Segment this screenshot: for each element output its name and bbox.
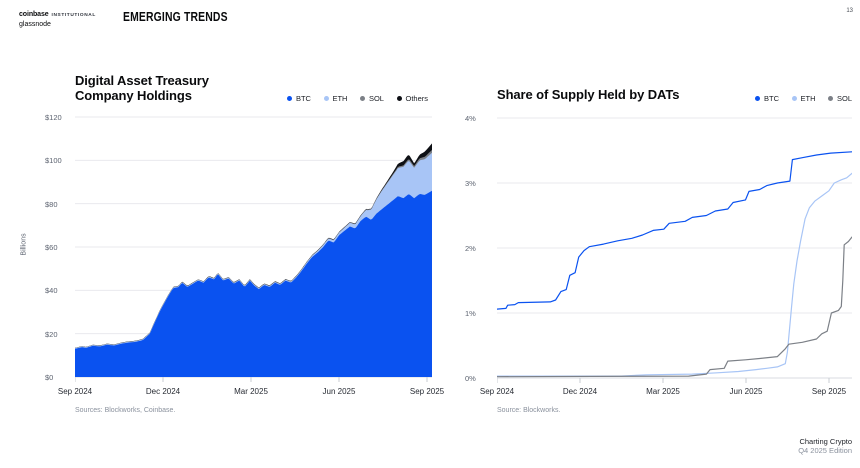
legend-item-btc: BTC <box>755 94 779 103</box>
y-tick-label: $20 <box>45 329 58 339</box>
area-btc <box>75 190 432 377</box>
x-tick-label: Dec 2024 <box>562 387 598 396</box>
supply-share-line-chart <box>496 110 853 387</box>
sol-legend-label: SOL <box>836 94 852 103</box>
legend-item-sol: SOL <box>828 94 852 103</box>
x-tick-label: Sep 2025 <box>811 387 847 396</box>
x-tick-label: Sep 2025 <box>409 387 445 396</box>
left-chart-title-line1: Digital Asset Treasury <box>75 73 209 88</box>
institutional-label: INSTITUTIONAL <box>51 13 96 18</box>
line-sol <box>496 236 853 378</box>
others-legend-label: Others <box>405 94 428 103</box>
stacked-area-plot <box>74 116 432 382</box>
eth-legend-dot <box>323 96 329 101</box>
footer: Charting Crypto Q4 2025 Edition <box>798 437 852 455</box>
btc-legend-dot <box>755 96 761 101</box>
y-tick-label: 4% <box>465 114 476 123</box>
right-chart-source: Source: Blockworks. <box>497 407 561 414</box>
y-tick-label: $40 <box>45 286 58 296</box>
right-chart-title: Share of Supply Held by DATs <box>497 87 680 102</box>
left-chart-sources: Sources: Blockworks, Coinbase. <box>75 407 176 414</box>
legend-item-others: Others <box>396 94 428 103</box>
right-chart-legend: BTC ETH SOL <box>755 94 852 103</box>
footer-line2: Q4 2025 Edition <box>798 446 852 455</box>
x-tick-label: Mar 2025 <box>234 387 268 396</box>
y-tick-label: $0 <box>45 373 54 382</box>
x-tick-label: Jun 2025 <box>729 387 763 396</box>
legend-item-eth: ETH <box>323 94 348 103</box>
y-tick-label: $120 <box>45 113 62 122</box>
coinbase-wordmark: coinbase <box>19 11 49 18</box>
sol-legend-dot <box>360 96 366 101</box>
y-tick-label: 3% <box>465 179 476 188</box>
brand-lockup: coinbase INSTITUTIONAL glassnode <box>19 11 96 28</box>
btc-legend-label: BTC <box>295 94 311 103</box>
left-chart-title: Digital Asset Treasury Company Holdings <box>75 73 209 103</box>
eth-legend-label: ETH <box>800 94 816 103</box>
legend-item-eth: ETH <box>791 94 816 103</box>
sol-legend-label: SOL <box>368 94 384 103</box>
y-tick-label: $100 <box>45 156 62 166</box>
sol-legend-dot <box>828 96 834 101</box>
left-chart-legend: BTC ETH SOL Others <box>287 94 428 103</box>
others-legend-dot <box>396 96 402 101</box>
eth-legend-label: ETH <box>332 94 348 103</box>
glassnode-wordmark: glassnode <box>19 20 51 28</box>
btc-legend-label: BTC <box>763 94 779 103</box>
line-btc <box>496 151 853 310</box>
section-title: EMERGING TRENDS <box>123 9 228 24</box>
x-tick-label: Mar 2025 <box>646 387 680 396</box>
y-tick-label: $80 <box>45 199 58 209</box>
line-plot <box>496 117 853 383</box>
left-chart-title-line2: Company Holdings <box>75 88 192 103</box>
x-tick-label: Sep 2024 <box>479 387 515 396</box>
left-chart-y-axis-title: Billions <box>20 233 28 256</box>
legend-item-sol: SOL <box>360 94 384 103</box>
y-tick-label: 2% <box>465 244 476 253</box>
y-tick-label: 1% <box>465 309 476 318</box>
y-tick-label: $60 <box>45 243 58 252</box>
brand-line-1: coinbase INSTITUTIONAL <box>19 11 96 19</box>
y-tick-label: 0% <box>465 374 476 383</box>
eth-legend-dot <box>791 96 797 101</box>
x-tick-label: Sep 2024 <box>57 387 93 396</box>
legend-item-btc: BTC <box>287 94 311 103</box>
footer-line1: Charting Crypto <box>799 437 852 446</box>
line-eth <box>496 172 853 377</box>
btc-legend-dot <box>287 96 293 101</box>
page-number: 13 <box>846 8 853 14</box>
holdings-stacked-area-chart <box>74 110 432 387</box>
x-tick-label: Dec 2024 <box>145 387 181 396</box>
x-tick-label: Jun 2025 <box>322 387 356 396</box>
